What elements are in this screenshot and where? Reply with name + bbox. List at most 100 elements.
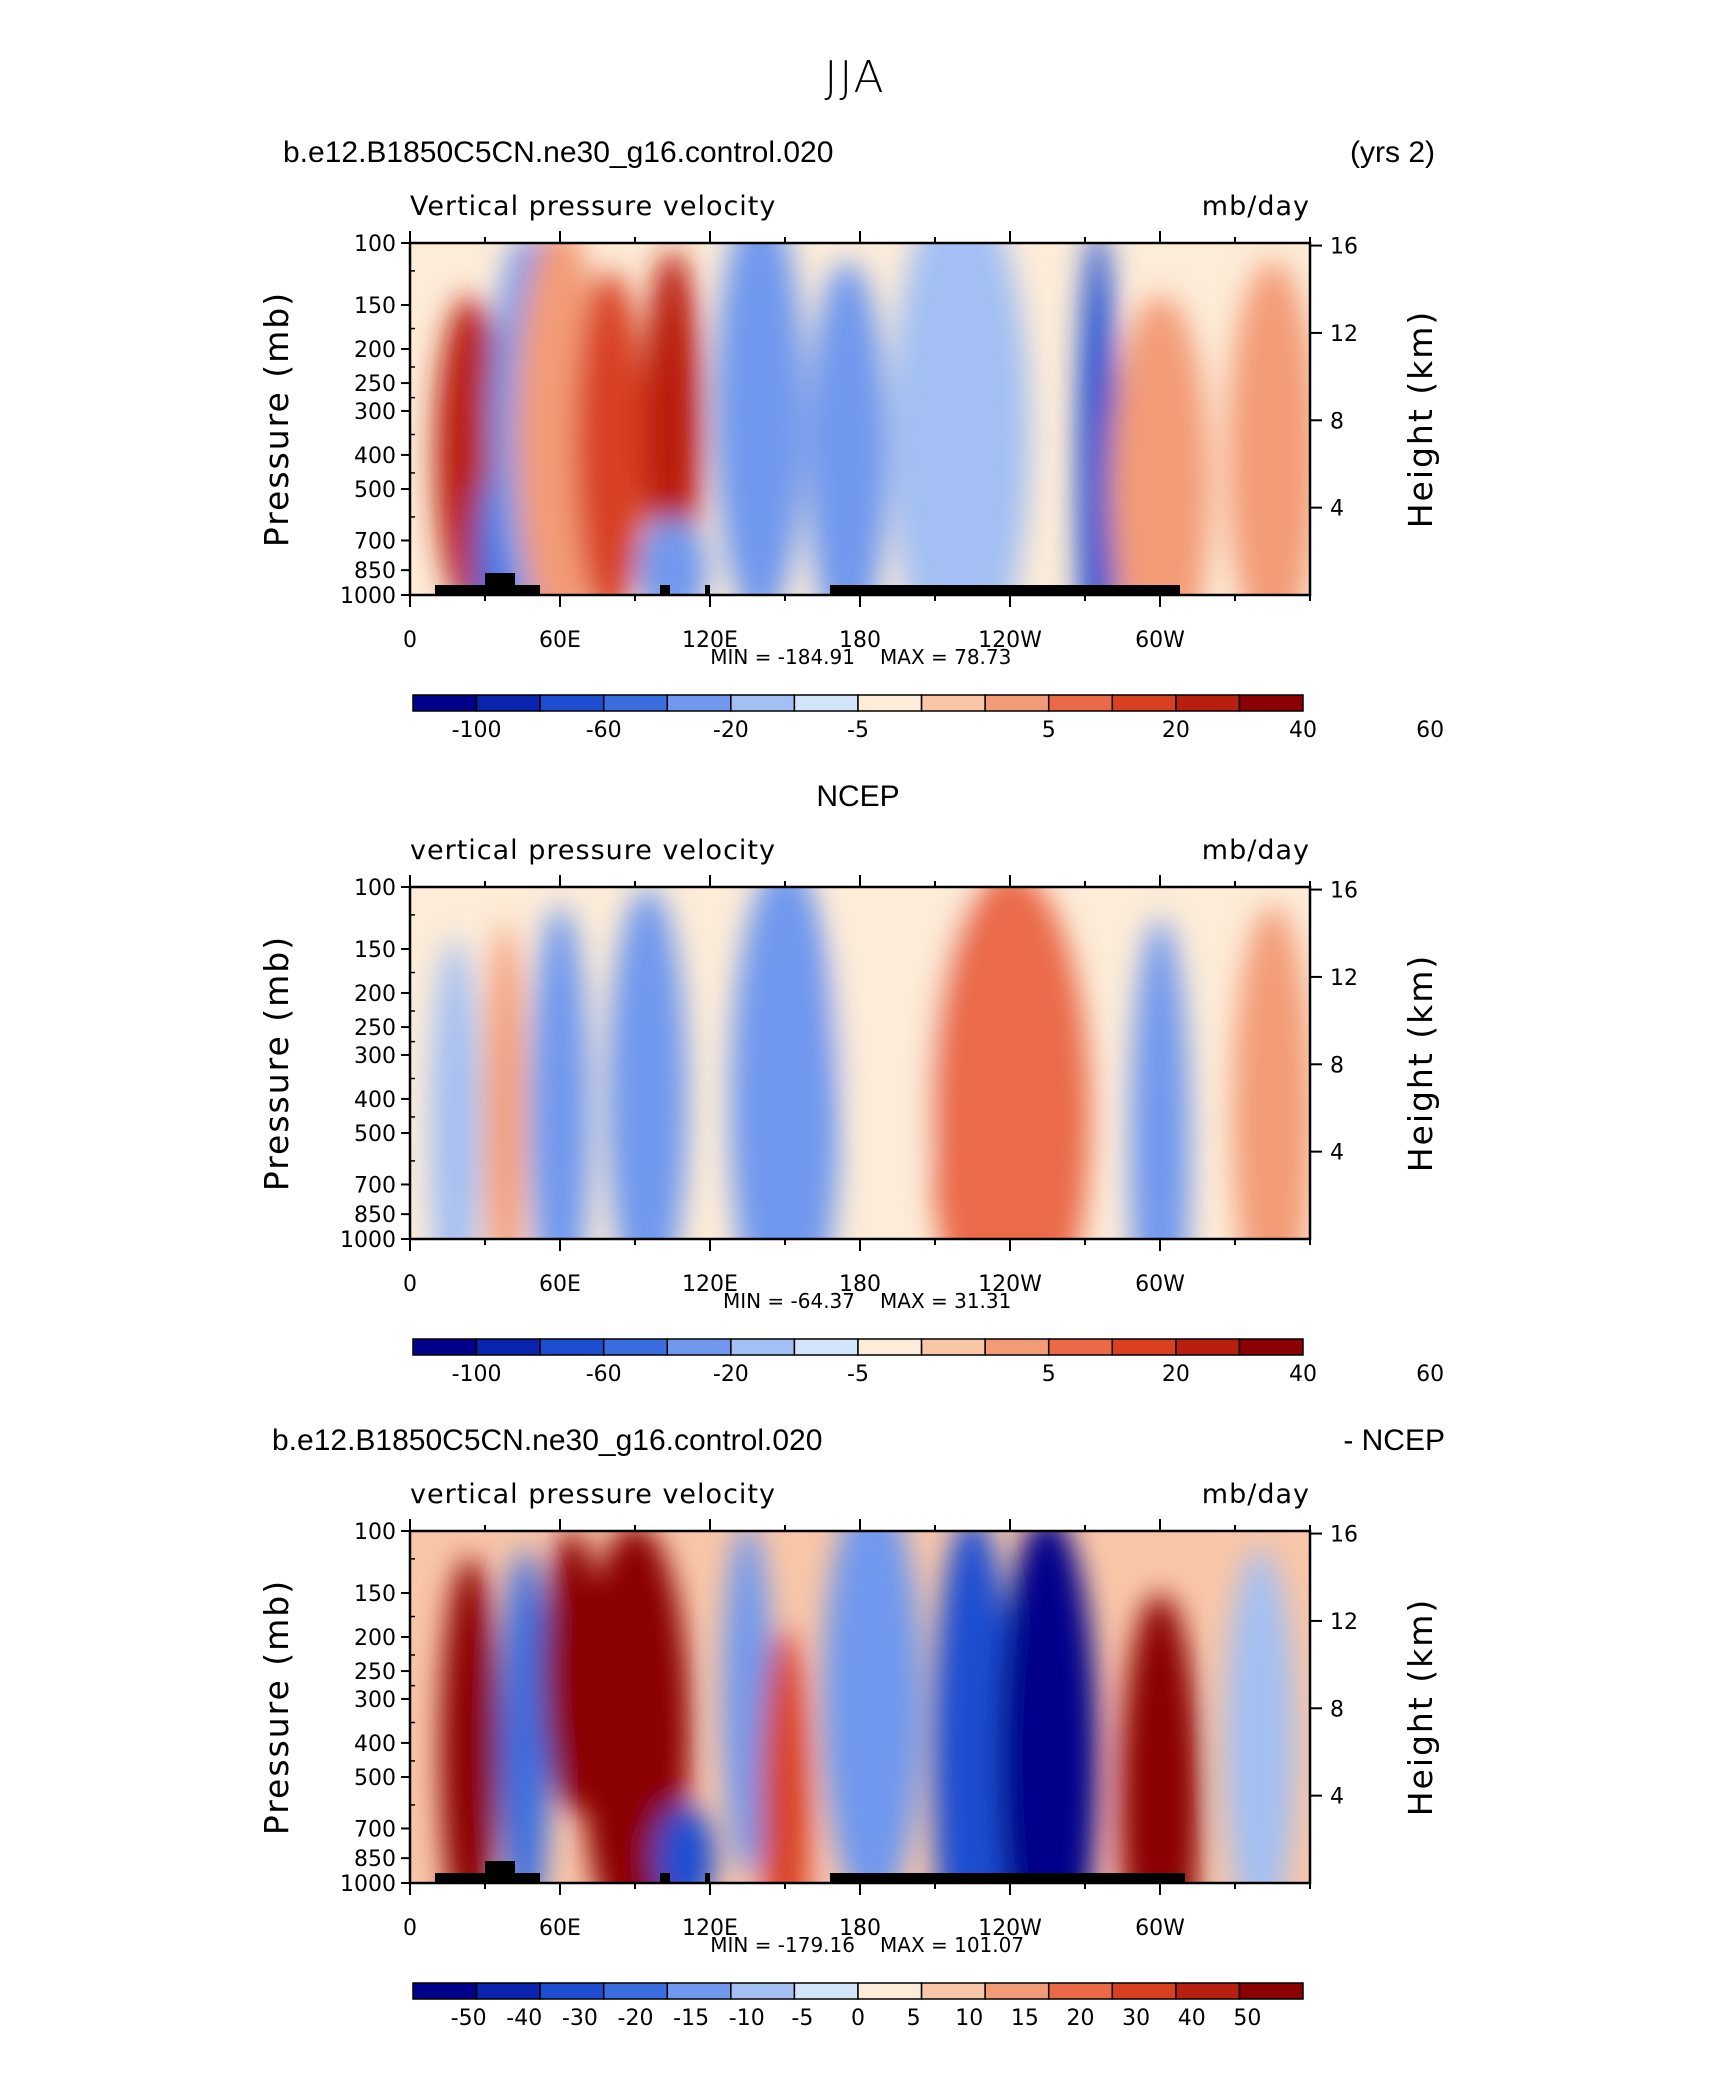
colorbar-swatch [1111, 1982, 1177, 2000]
panel-1: b.e12.B1850C5CN.ne30_g16.control.020 (yrs… [257, 136, 1444, 743]
colorbar-swatch [730, 694, 796, 712]
x-tick-label: 120E [682, 628, 738, 653]
panel-title-center: NCEP [816, 780, 899, 813]
colorbar-swatch [539, 1338, 605, 1356]
colorbar-swatch [475, 1982, 541, 2000]
panel-title-left: b.e12.B1850C5CN.ne30_g16.control.020 [272, 1424, 822, 1457]
colorbar-label: 15 [1011, 2006, 1039, 2031]
y-tick-label: 250 [354, 372, 396, 397]
y2-axis-label: Height (km) [1401, 1598, 1440, 1817]
colorbar-label: -50 [451, 2006, 487, 2031]
colorbar-label: -20 [618, 2006, 654, 2031]
colorbar-swatch [1238, 1338, 1304, 1356]
colorbar-swatch [539, 1982, 605, 2000]
colorbar-swatch [602, 1338, 669, 1356]
colorbar: -100 -60 -20 -5 5 20 40 60 [412, 1338, 1444, 1387]
y2-tick-label: 4 [1330, 1785, 1344, 1810]
colorbar-label: 10 [955, 2006, 983, 2031]
y-tick-label: 300 [354, 400, 396, 425]
y-tick-label: 700 [354, 1817, 396, 1842]
min-label: MIN = -64.37 [723, 1289, 855, 1313]
colorbar-swatch [1047, 694, 1114, 712]
contour-cell [890, 243, 1030, 595]
contour-cell [932, 1531, 1013, 1883]
colorbar-label: 60 [1416, 1362, 1444, 1387]
y-tick-label: 1000 [340, 584, 396, 609]
panel-units: mb/day [1202, 835, 1310, 866]
x-tick-label: 0 [403, 1916, 417, 1941]
colorbar-swatch [793, 1338, 859, 1356]
colorbar-label: 20 [1162, 718, 1190, 743]
contour-cell [730, 887, 840, 1239]
x-tick-label: 0 [403, 628, 417, 653]
colorbar-swatch [666, 694, 732, 712]
contour-cell [930, 887, 1090, 1239]
max-label: MAX = 78.73 [880, 645, 1011, 669]
colorbar-label: -100 [452, 718, 502, 743]
topography-mask [705, 585, 710, 595]
colorbar-swatch [857, 694, 923, 712]
y2-tick-label: 16 [1330, 879, 1358, 904]
min-label: MIN = -184.91 [710, 645, 855, 669]
y-tick-label: 200 [354, 982, 396, 1007]
topography-mask [435, 585, 460, 595]
contour-cell [997, 1531, 1098, 1883]
topography-mask [485, 573, 515, 595]
colorbar-label: 20 [1162, 1362, 1190, 1387]
panel-title-left: b.e12.B1850C5CN.ne30_g16.control.020 [283, 136, 833, 169]
panel-title-right: (yrs 2) [1350, 136, 1435, 169]
contour-cell [1225, 1549, 1295, 1883]
colorbar-swatch [984, 1982, 1050, 2000]
panel-units: mb/day [1202, 1479, 1310, 1510]
colorbar-swatch [857, 1338, 923, 1356]
topography-mask [830, 1873, 1185, 1883]
colorbar-swatch [1047, 1338, 1114, 1356]
y2-tick-label: 8 [1330, 1053, 1344, 1078]
y-tick-label: 400 [354, 444, 396, 469]
y-tick-label: 300 [354, 1688, 396, 1713]
y-axis-label: Pressure (mb) [257, 291, 296, 547]
contour-cell [430, 939, 480, 1239]
contour-cell [642, 249, 703, 595]
contour-cell [1077, 243, 1118, 595]
y2-tick-label: 8 [1330, 409, 1344, 434]
contour-cell [760, 1628, 810, 1883]
colorbar-swatch [920, 1338, 986, 1356]
x-tick-label: 60W [1135, 1272, 1185, 1297]
x-tick-label: 120W [978, 628, 1042, 653]
colorbar-swatch [984, 694, 1050, 712]
contour-cell [722, 1531, 773, 1875]
colorbar-label: -20 [713, 1362, 749, 1387]
colorbar-label: -15 [673, 2006, 709, 2031]
y2-tick-label: 8 [1330, 1697, 1344, 1722]
max-label: MAX = 101.07 [880, 1933, 1024, 1957]
colorbar: -100 -60 -20 -5 5 20 40 60 [412, 694, 1444, 743]
y2-tick-label: 16 [1330, 1523, 1358, 1548]
y-tick-label: 300 [354, 1044, 396, 1069]
contour-cell [637, 517, 708, 595]
x-tick-label: 120E [682, 1272, 738, 1297]
colorbar-swatch [730, 1338, 796, 1356]
colorbar-swatch [412, 1982, 478, 2000]
colorbar-swatch [984, 1338, 1050, 1356]
colorbar-swatch [1047, 1982, 1114, 2000]
y-tick-label: 850 [354, 1847, 396, 1872]
colorbar-swatch [666, 1338, 732, 1356]
topography-mask [705, 1873, 710, 1883]
colorbar-swatch [730, 1982, 796, 2000]
colorbar-swatch [1175, 694, 1241, 712]
colorbar-label: 5 [1042, 718, 1056, 743]
y2-tick-label: 12 [1330, 322, 1358, 347]
contour-cell [485, 923, 525, 1239]
colorbar: -50 -40 -30 -20 -15 -10 -5 0 5 10 15 20 30 40 50 [412, 1982, 1304, 2031]
y2-axis-label: Height (km) [1401, 954, 1440, 1173]
panel-title-right: - NCEP [1343, 1424, 1445, 1457]
y-tick-label: 400 [354, 1088, 396, 1113]
y-tick-label: 400 [354, 1732, 396, 1757]
colorbar-swatch [666, 1982, 732, 2000]
contour-cell [1120, 1593, 1200, 1883]
colorbar-label: -5 [791, 2006, 813, 2031]
panel-subtitle: vertical pressure velocity [410, 1479, 776, 1510]
max-label: MAX = 31.31 [880, 1289, 1011, 1313]
